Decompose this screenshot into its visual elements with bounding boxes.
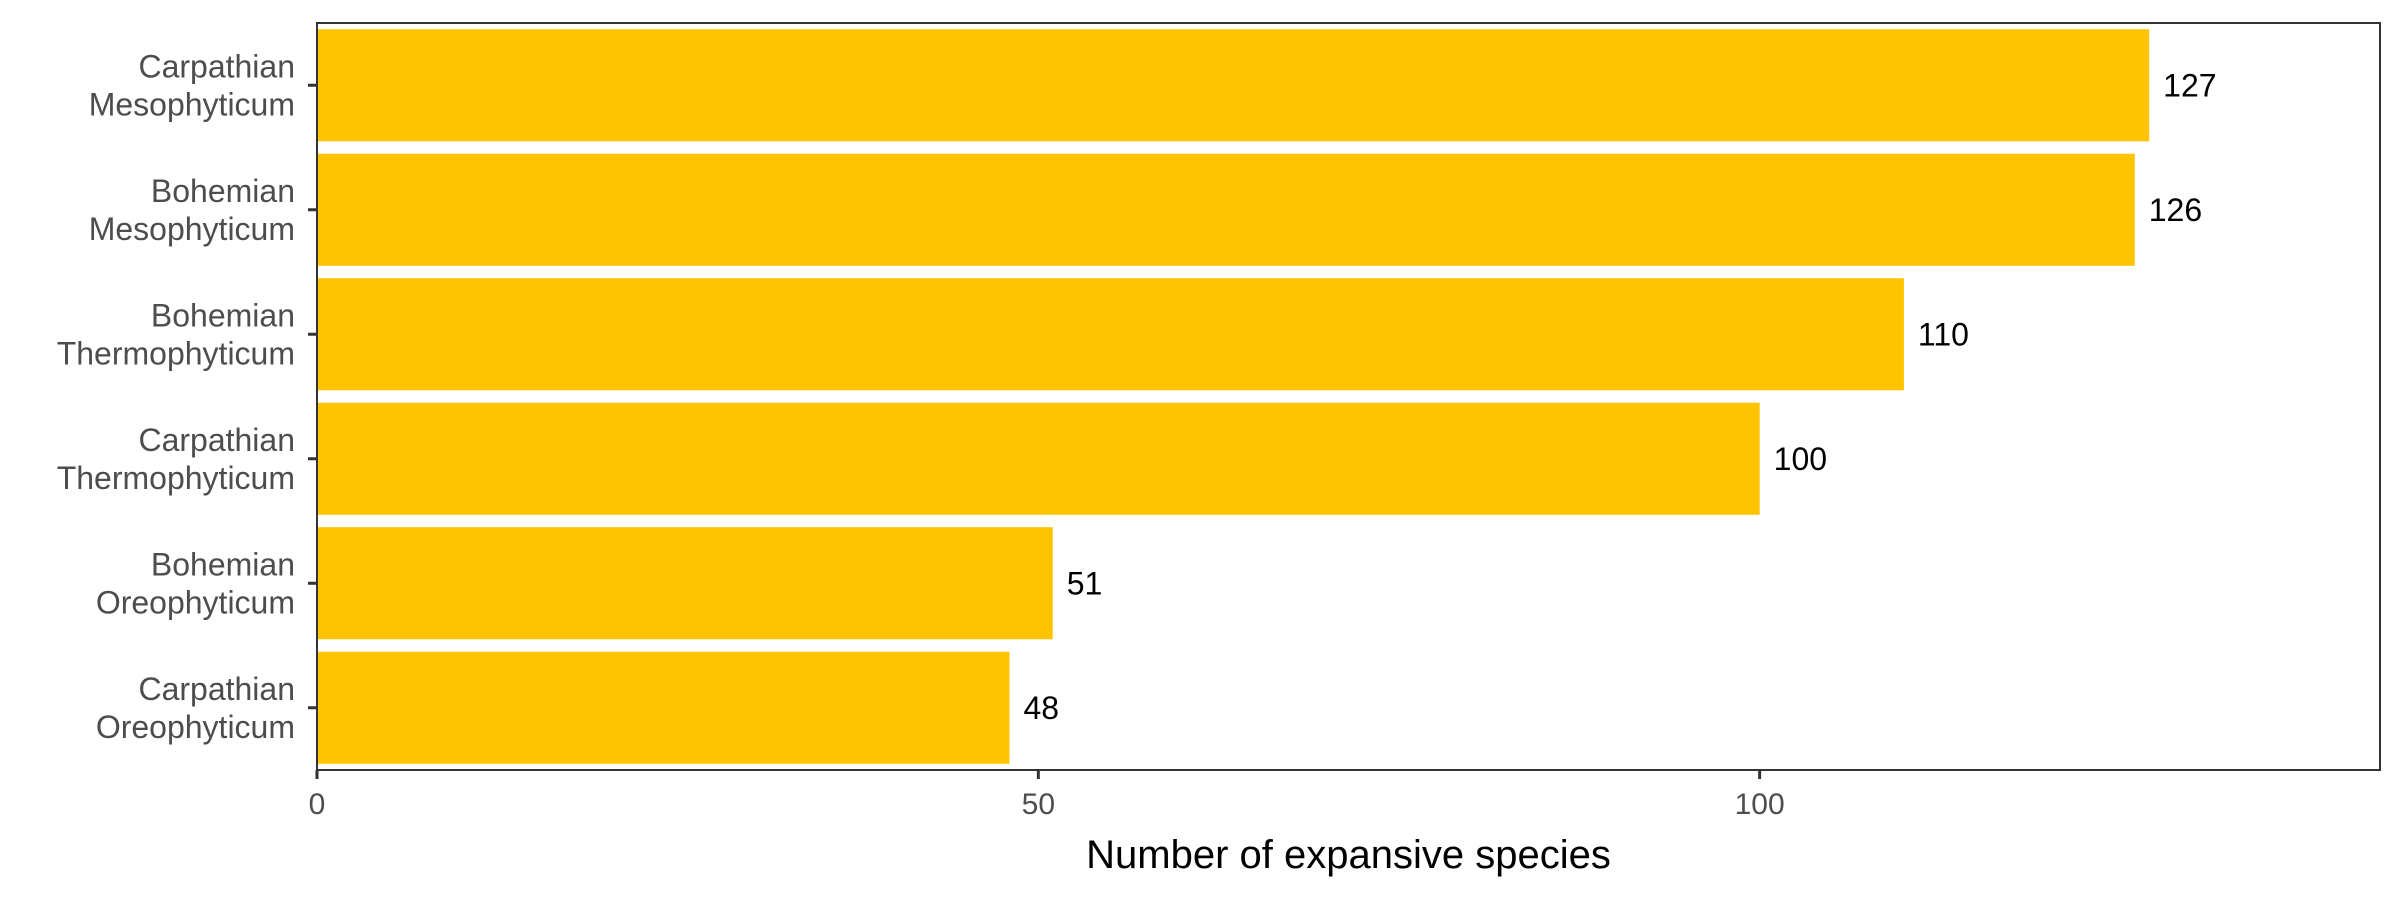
- category-label-4-line-1: Oreophyticum: [96, 584, 295, 620]
- value-label-2: 110: [1918, 316, 1969, 352]
- value-label-0: 127: [2163, 67, 2216, 103]
- category-label-4-line-0: Bohemian: [151, 546, 295, 582]
- value-labels-group: 127 126 110 100 51 48: [1023, 67, 2216, 726]
- category-label-3-line-1: Thermophyticum: [57, 460, 295, 496]
- category-label-5-line-1: Oreophyticum: [96, 709, 295, 745]
- value-label-3: 100: [1774, 441, 1827, 477]
- category-label-5-line-0: Carpathian: [138, 671, 295, 707]
- plot-frame: [316, 22, 2381, 771]
- category-label-3-line-0: Carpathian: [138, 422, 295, 458]
- bar-5: [317, 651, 1010, 764]
- category-label-0-line-1: Mesophyticum: [89, 86, 295, 122]
- bars-group: [317, 29, 2150, 764]
- value-label-4: 51: [1067, 565, 1103, 601]
- category-label-2-line-1: Thermophyticum: [57, 335, 295, 371]
- category-label-0-line-0: Carpathian: [138, 48, 295, 84]
- bar-0: [317, 29, 2150, 142]
- value-label-1: 126: [2149, 192, 2202, 228]
- y-axis: CarpathianMesophyticumBohemianMesophytic…: [57, 48, 317, 745]
- bar-4: [317, 527, 1053, 640]
- x-tick-label-2: 100: [1735, 788, 1785, 821]
- value-label-5: 48: [1023, 690, 1059, 726]
- x-axis-title: Number of expansive species: [1086, 833, 1611, 877]
- category-label-2-line-0: Bohemian: [151, 297, 295, 333]
- x-tick-label-1: 50: [1022, 788, 1055, 821]
- category-label-1-line-1: Mesophyticum: [89, 211, 295, 247]
- bar-3: [317, 402, 1760, 515]
- x-tick-label-0: 0: [309, 788, 326, 821]
- category-label-1-line-0: Bohemian: [151, 173, 295, 209]
- bar-1: [317, 153, 2135, 266]
- x-axis: 0 50 100: [309, 770, 1785, 821]
- bar-2: [317, 278, 1904, 391]
